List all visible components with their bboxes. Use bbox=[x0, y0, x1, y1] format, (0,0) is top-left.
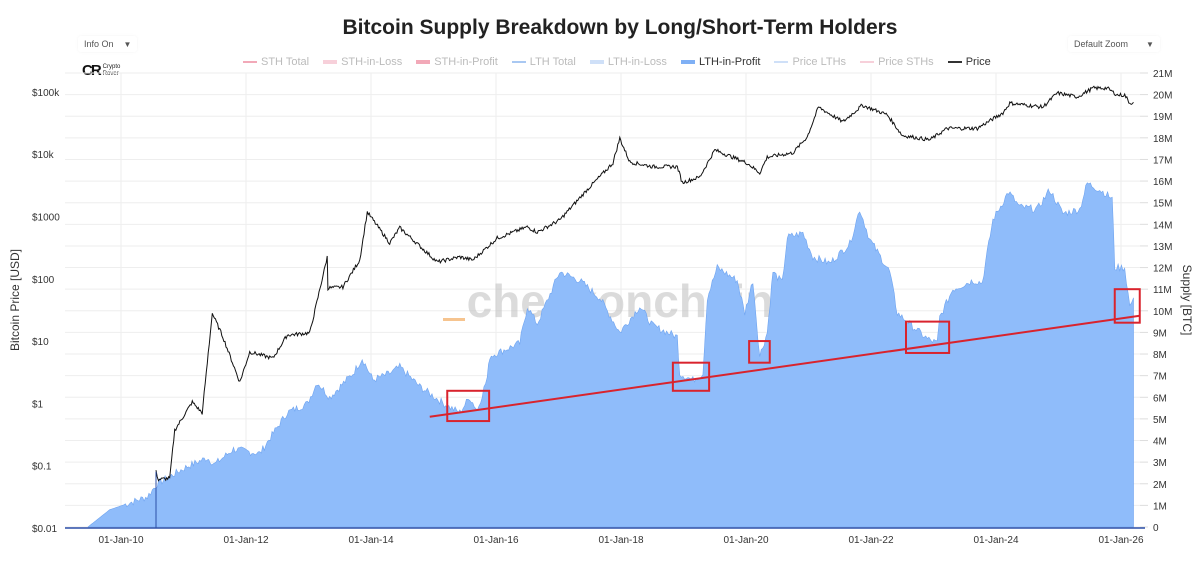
right-tick-label: 8M bbox=[1153, 350, 1167, 361]
highlight-box bbox=[446, 389, 491, 423]
left-tick-label: $0.1 bbox=[32, 462, 52, 473]
info-dropdown[interactable]: Info On ▼ bbox=[78, 36, 138, 52]
legend-swatch bbox=[947, 61, 962, 63]
left-tick-label: $1 bbox=[32, 399, 44, 410]
x-tick-label: 01-Jan-20 bbox=[723, 535, 768, 546]
right-tick-label: 16M bbox=[1153, 177, 1172, 188]
x-tick-label: 01-Jan-12 bbox=[223, 535, 268, 546]
zoom-dropdown[interactable]: Default Zoom ▼ bbox=[1068, 36, 1160, 52]
logo-mark: CR bbox=[82, 62, 102, 79]
legend-swatch bbox=[243, 61, 257, 63]
left-tick-label: $10k bbox=[32, 150, 55, 161]
right-tick-label: 0 bbox=[1153, 523, 1159, 534]
logo-line1: Crypto bbox=[102, 63, 121, 70]
left-tick-label: $100k bbox=[32, 88, 60, 99]
right-tick-label: 6M bbox=[1153, 393, 1167, 404]
chart-title: Bitcoin Supply Breakdown by Long/Short-T… bbox=[342, 16, 898, 39]
legend-label: STH-in-Profit bbox=[434, 56, 498, 68]
right-tick-label: 12M bbox=[1153, 264, 1172, 275]
x-tick-label: 01-Jan-24 bbox=[973, 535, 1018, 546]
legend-swatch bbox=[511, 61, 526, 63]
right-tick-label: 13M bbox=[1153, 242, 1172, 253]
legend-swatch bbox=[860, 61, 875, 63]
legend-label: Price LTHs bbox=[792, 56, 847, 68]
right-tick-label: 21M bbox=[1153, 69, 1172, 80]
lth-in-profit-area bbox=[87, 182, 1134, 528]
right-tick-label: 2M bbox=[1153, 480, 1167, 491]
legend-item-price[interactable]: Price bbox=[947, 56, 991, 68]
watermark-dash bbox=[443, 318, 465, 321]
right-tick-label: 18M bbox=[1153, 134, 1172, 145]
chevron-down-icon: ▼ bbox=[123, 40, 132, 49]
left-tick-label: $10 bbox=[32, 337, 49, 348]
right-tick-label: 19M bbox=[1153, 112, 1172, 123]
right-axis-title: Supply [BTC] bbox=[1180, 265, 1194, 336]
zoom-dropdown-label: Default Zoom bbox=[1074, 39, 1129, 49]
legend-label: LTH-in-Loss bbox=[607, 56, 667, 68]
left-axis-title: Bitcoin Price [USD] bbox=[8, 249, 22, 351]
legend-swatch bbox=[774, 61, 789, 63]
right-tick-label: 1M bbox=[1153, 501, 1167, 512]
legend-label: LTH Total bbox=[529, 56, 576, 68]
x-tick-label: 01-Jan-18 bbox=[598, 535, 643, 546]
x-tick-label: 01-Jan-22 bbox=[848, 535, 893, 546]
legend-swatch bbox=[589, 60, 604, 64]
logo-line2: Rover bbox=[102, 70, 119, 77]
legend-label: STH Total bbox=[261, 56, 310, 68]
x-tick-label: 01-Jan-26 bbox=[1098, 535, 1143, 546]
right-tick-label: 10M bbox=[1153, 307, 1172, 318]
legend-label: Price STHs bbox=[878, 56, 934, 68]
legend-label: LTH-in-Profit bbox=[698, 56, 761, 68]
left-tick-label: $100 bbox=[32, 275, 55, 286]
right-tick-label: 20M bbox=[1153, 91, 1172, 102]
legend-item-lth-total[interactable]: LTH Total bbox=[511, 56, 576, 68]
legend-item-sth-in-loss[interactable]: STH-in-Loss bbox=[323, 56, 402, 68]
left-tick-label: $1000 bbox=[32, 213, 60, 224]
chart-legend: STH Total STH-in-Loss STH-in-Profit LTH Tot… bbox=[243, 56, 991, 68]
legend-label: Price bbox=[965, 56, 991, 68]
legend-item-price-sths[interactable]: Price STHs bbox=[860, 56, 934, 68]
legend-swatch bbox=[680, 60, 695, 64]
crypto-rover-logo: CR Crypto Rover bbox=[82, 62, 120, 79]
right-tick-label: 11M bbox=[1153, 285, 1172, 296]
legend-item-lth-in-loss[interactable]: LTH-in-Loss bbox=[589, 56, 667, 68]
info-dropdown-label: Info On bbox=[84, 39, 114, 49]
right-tick-label: 9M bbox=[1153, 328, 1167, 339]
legend-item-sth-in-profit[interactable]: STH-in-Profit bbox=[416, 56, 498, 68]
highlight-box bbox=[1113, 288, 1141, 324]
right-tick-label: 5M bbox=[1153, 415, 1167, 426]
trend-line bbox=[429, 314, 1140, 418]
legend-swatch bbox=[323, 60, 338, 64]
legend-item-sth-total[interactable]: STH Total bbox=[243, 56, 309, 68]
legend-label: STH-in-Loss bbox=[341, 56, 403, 68]
right-tick-label: 3M bbox=[1153, 458, 1167, 469]
x-tick-label: 01-Jan-14 bbox=[348, 535, 393, 546]
legend-item-lth-in-profit[interactable]: LTH-in-Profit bbox=[680, 56, 761, 68]
legend-item-price-lths[interactable]: Price LTHs bbox=[774, 56, 846, 68]
highlight-box bbox=[748, 340, 771, 364]
price-line bbox=[155, 85, 1134, 482]
x-tick-label: 01-Jan-16 bbox=[473, 535, 518, 546]
right-tick-label: 14M bbox=[1153, 220, 1172, 231]
right-tick-label: 17M bbox=[1153, 155, 1172, 166]
right-tick-label: 4M bbox=[1153, 437, 1167, 448]
chevron-down-icon: ▼ bbox=[1146, 40, 1154, 49]
highlight-box bbox=[671, 361, 711, 392]
left-tick-label: $0.01 bbox=[32, 524, 57, 535]
right-tick-label: 7M bbox=[1153, 372, 1167, 383]
legend-swatch bbox=[416, 60, 431, 64]
x-tick-label: 01-Jan-10 bbox=[98, 535, 143, 546]
highlight-box bbox=[905, 320, 951, 354]
right-tick-label: 15M bbox=[1153, 199, 1172, 210]
